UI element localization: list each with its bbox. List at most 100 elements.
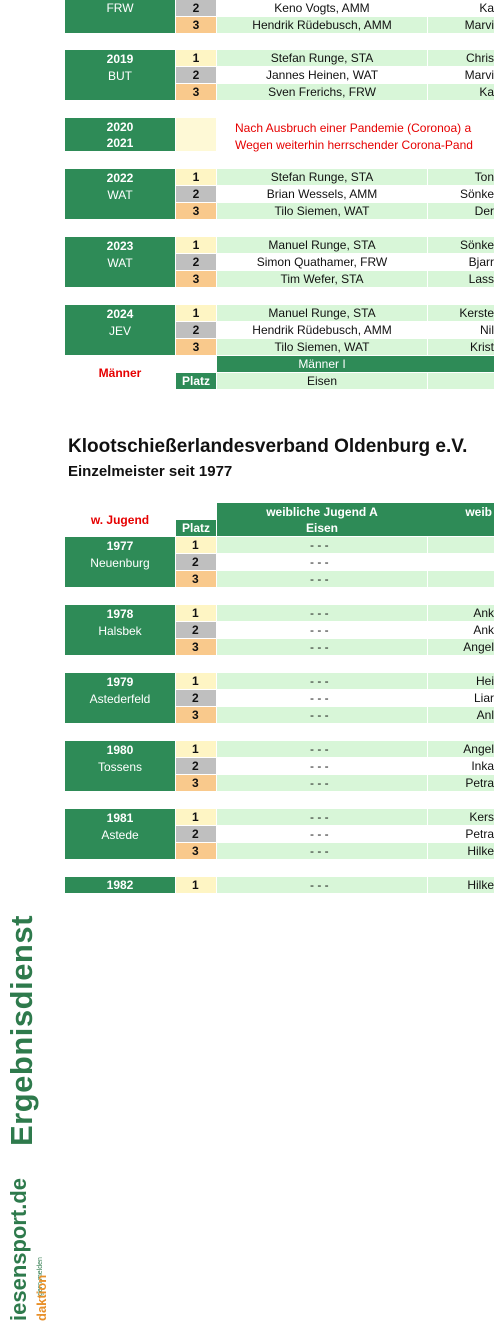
platz-header: Platz [176,520,216,536]
platz-cell: 3 [176,339,216,355]
platz-cell: 1 [176,169,216,185]
platz-cell: 3 [176,571,216,587]
name-cell-2: Sönke [428,237,494,253]
brand-domain: iesensport.de [6,1177,31,1321]
year-label: 1977 [106,539,134,553]
brand-sidebar: Ergebnisdienst iesensport.de gern melden… [0,428,49,1321]
name-cell-2: Petra [428,775,494,791]
pandemic-note: Nach Ausbruch einer Pandemie (Coronoa) a [235,121,472,135]
name-cell-2: Nil [428,322,494,338]
place-label: Astederfeld [89,692,151,706]
name-cell: Tilo Siemen, WAT [217,339,427,355]
name-cell-2: Lass [428,271,494,287]
sub-label: Eisen [305,520,338,535]
name-cell-2 [428,537,494,553]
name-cell: - - - [217,571,427,587]
platz-cell: 2 [176,622,216,638]
year-cell: 2020 2021 [65,118,175,151]
name-cell: - - - [217,826,427,842]
platz-cell: 2 [176,554,216,570]
name-cell: - - - [217,673,427,689]
year-cell: 1980 Tossens [65,741,175,791]
category-label: Männer [98,365,142,380]
platz-cell: 1 [176,673,216,689]
name-cell: - - - [217,741,427,757]
platz-header: Platz [176,373,216,389]
year-label: 2021 [106,135,134,150]
year-cell: 2024 JEV [65,305,175,355]
name-cell-2: Bjarr [428,254,494,270]
name-cell: Sven Frerichs, FRW [217,84,427,100]
year-cell: 1982 [65,877,175,893]
platz-cell: 3 [176,84,216,100]
platz-cell: 2 [176,322,216,338]
name-cell: - - - [217,605,427,621]
name-cell: Jannes Heinen, WAT [217,67,427,83]
platz-cell: 1 [176,809,216,825]
name-cell: Manuel Runge, STA [217,305,427,321]
place-label: JEV [108,324,131,338]
place-label: Neuenburg [90,556,150,570]
year-label: 1978 [106,607,134,621]
name-cell-2: Ka [428,84,494,100]
platz-cell: 2 [176,186,216,202]
platz-cell: 3 [176,707,216,723]
name-cell-2: Kerste [428,305,494,321]
platz-cell: 3 [176,639,216,655]
name-cell: - - - [217,809,427,825]
name-cell-2: Krist [428,339,494,355]
name-cell: - - - [217,537,427,553]
name-cell-2: Marvi [428,67,494,83]
name-cell: - - - [217,622,427,638]
platz-cell: 1 [176,305,216,321]
name-cell: Simon Quathamer, FRW [217,254,427,270]
place-label: Astede [101,828,139,842]
place-label: Halsbek [98,624,142,638]
place-label: WAT [107,256,133,270]
name-cell: Manuel Runge, STA [217,237,427,253]
platz-cell: 3 [176,775,216,791]
year-cell: FRW [65,0,175,33]
place-label: BUT [108,69,132,83]
name-cell-2: Hei [428,673,494,689]
year-label: 2020 [106,119,134,134]
year-label: 1981 [106,811,134,825]
name-cell: Tilo Siemen, WAT [217,203,427,219]
platz-cell: 1 [176,237,216,253]
platz-cell: 1 [176,50,216,66]
platz-cell: 2 [176,690,216,706]
name-cell-2: Liar [428,690,494,706]
name-cell: - - - [217,758,427,774]
platz-cell: 1 [176,605,216,621]
platz-cell: 3 [176,17,216,33]
name-cell-2: Kers [428,809,494,825]
name-cell: - - - [217,877,427,893]
place-label: FRW [106,1,134,15]
place-label: Tossens [97,760,143,774]
platz-cell: 2 [176,758,216,774]
name-cell: - - - [217,843,427,859]
name-cell-2: Inka [428,758,494,774]
name-cell: Hendrik Rüdebusch, AMM [217,17,427,33]
platz-cell: 1 [176,537,216,553]
year-cell: 1981 Astede [65,809,175,859]
name-cell-2: Marvi [428,17,494,33]
name-cell-2: Angel [428,639,494,655]
place-label: WAT [107,188,133,202]
name-cell: - - - [217,554,427,570]
page-title: Klootschießerlandesverband Oldenburg e.V… [68,436,468,457]
category-label: w. Jugend [90,512,150,527]
brand-redaktion: daktion [34,1274,49,1321]
year-cell: 2023 WAT [65,237,175,287]
year-label: 2019 [106,52,134,66]
group-label-2: weib [465,504,492,519]
platz-cell: 2 [176,254,216,270]
name-cell: - - - [217,690,427,706]
name-cell-2: Angel [428,741,494,757]
name-cell: Stefan Runge, STA [217,169,427,185]
name-cell: Keno Vogts, AMM [217,0,427,16]
group-header: weibliche Jugend A weib Eisen [217,503,494,536]
name-cell-2: Sönke [428,186,494,202]
name-cell-2: Der [428,203,494,219]
name-cell-2: Hilke [428,843,494,859]
